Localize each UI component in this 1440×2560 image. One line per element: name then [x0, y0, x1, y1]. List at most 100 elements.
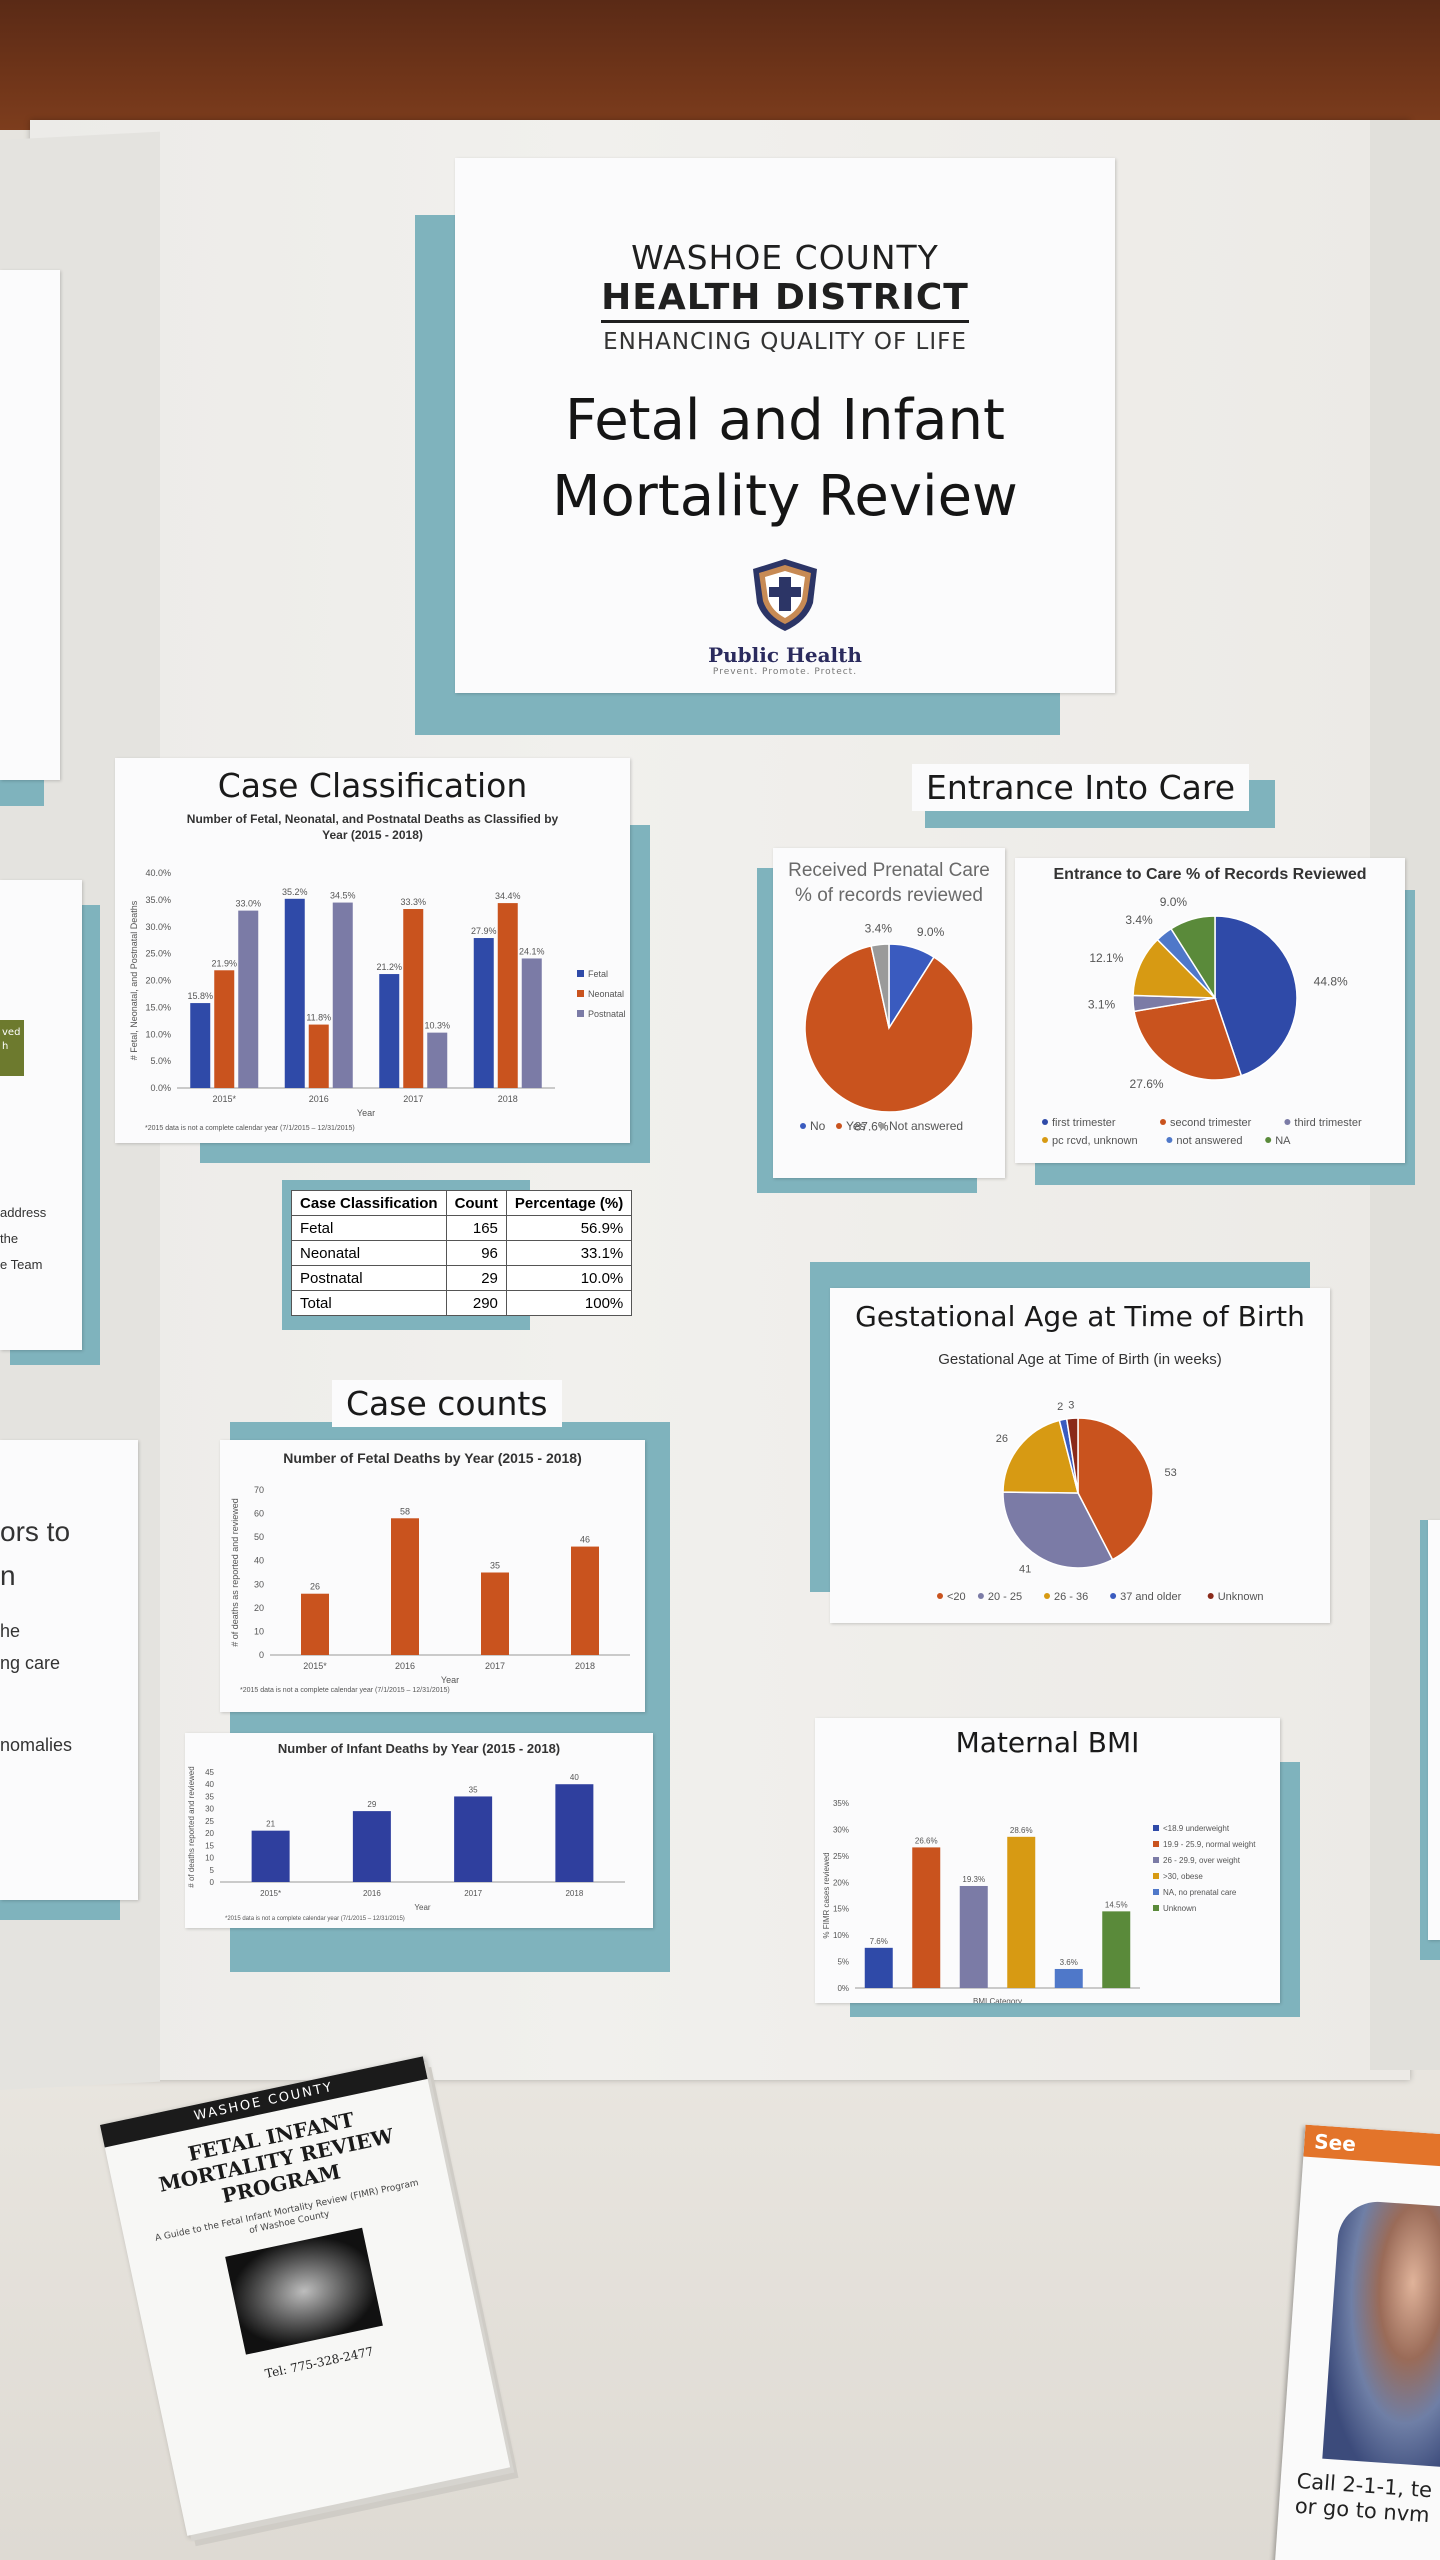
legend-label: not answered [1176, 1135, 1242, 1147]
table-cell: 290 [445, 1290, 507, 1316]
legend-swatch [977, 1593, 984, 1599]
data-label: 24.1% [519, 946, 545, 956]
y-tick-label: 5% [837, 1958, 849, 1967]
bar [238, 910, 259, 1088]
bar [427, 1032, 448, 1088]
table-row: Neonatal 96 33.1% [291, 1240, 633, 1266]
bar [301, 1593, 329, 1655]
y-tick-label: 25.0% [145, 949, 171, 959]
y-tick-label: 40.0% [145, 868, 171, 878]
pie-slice [1170, 915, 1216, 1001]
table-cell: 56.9% [505, 1215, 633, 1241]
table-header: Case Classification [291, 1190, 447, 1216]
legend-swatch [1044, 1593, 1050, 1599]
section-title-maternal-bmi: Maternal BMI [955, 1726, 1140, 1759]
legend-label: No [810, 1119, 826, 1133]
org-tagline: ENHANCING QUALITY OF LIFE [603, 329, 967, 355]
table-cell: 29 [445, 1265, 507, 1291]
y-tick-label: 0% [837, 1984, 849, 1993]
slice-label: 27.6% [1130, 1077, 1164, 1091]
section-title-case-counts: Case counts [332, 1380, 562, 1427]
x-axis-label: Year [357, 1108, 375, 1118]
classification-chart-card: Case Classification Number of Fetal, Neo… [115, 758, 630, 1143]
y-tick-label: 40 [254, 1556, 264, 1566]
data-label: 28.6% [1010, 1826, 1033, 1835]
bar [555, 1784, 594, 1882]
data-label: 29 [367, 1800, 376, 1809]
legend-label: 26 - 36 [1054, 1591, 1088, 1603]
data-label: 46 [580, 1535, 590, 1545]
pie-slice [1065, 1417, 1079, 1494]
slice-label: 2 [1057, 1401, 1063, 1413]
background-wall [0, 0, 1440, 130]
table-header: Percentage (%) [505, 1190, 633, 1216]
pie-slice [1077, 1417, 1154, 1561]
legend-label: <20 [947, 1591, 966, 1603]
data-label: 21 [266, 1820, 275, 1829]
pie-slice [804, 945, 974, 1113]
bar [1054, 1968, 1083, 1988]
legend-swatch [1153, 1841, 1159, 1847]
infant-deaths-bar-chart: 0 5 10 15 20 25 30 35 40 45 21 2015* 29 2016 35 2017 40 2… [187, 1766, 625, 1922]
pie-slice [1002, 1419, 1079, 1494]
data-label: 21.9% [211, 958, 237, 968]
table-cell: Total [291, 1290, 447, 1316]
data-label: 40 [570, 1773, 579, 1782]
bar [403, 909, 424, 1088]
legend-label: third trimester [1294, 1117, 1362, 1129]
y-tick-label: 20 [205, 1829, 214, 1838]
y-tick-label: 45 [205, 1768, 214, 1777]
legend-label: Neonatal [588, 989, 624, 999]
gestational-chart-title: Gestational Age at Time of Birth (in wee… [938, 1351, 1222, 1368]
slice-label: 26 [996, 1433, 1008, 1445]
bar [473, 938, 494, 1088]
data-label: 11.8% [306, 1013, 331, 1023]
left-card-text: address the e Team [0, 1205, 47, 1272]
y-tick-label: 20% [833, 1878, 849, 1887]
legend-swatch [1265, 1137, 1272, 1143]
data-label: 26.6% [915, 1836, 938, 1845]
y-axis-label: # of deaths as reported and reviewed [230, 1498, 240, 1647]
legend-swatch [1153, 1825, 1159, 1831]
x-tick-label: 2018 [575, 1661, 595, 1671]
bar [379, 974, 400, 1088]
prenatal-care-pie-chart: 9.0% 87.6% 3.4% No Yes Not answered [800, 922, 974, 1133]
data-label: 10.3% [424, 1021, 450, 1031]
data-label: 35 [490, 1561, 500, 1571]
bar [481, 1572, 509, 1655]
bar [190, 1003, 211, 1088]
legend-label: 20 - 25 [988, 1591, 1022, 1603]
entrance-to-care-pie-chart: 44.8% 27.6% 3.1% 12.1% 3.4% 9.0% first trimest… [1042, 895, 1362, 1147]
prenatal-care-card: Received Prenatal Care % of records revi… [773, 848, 1005, 1178]
y-axis-label: # Fetal, Neonatal, and Postnatal Deaths [129, 900, 139, 1060]
x-tick-label: 2017 [485, 1661, 505, 1671]
title-card: WASHOE COUNTY HEALTH DISTRICT ENHANCING … [455, 158, 1115, 693]
legend-label: pc rcvd, unknown [1052, 1135, 1138, 1147]
table-row: Postnatal 29 10.0% [291, 1265, 633, 1291]
table-cell: 33.1% [505, 1240, 633, 1266]
baby-feet-photo [225, 2227, 383, 2355]
legend-label: first trimester [1052, 1117, 1116, 1129]
public-health-tagline: Prevent. Promote. Protect. [712, 667, 858, 677]
slice-label: 3.1% [1088, 998, 1116, 1012]
x-tick-label: 2015* [212, 1094, 236, 1104]
org-name-line1: WASHOE COUNTY [631, 238, 939, 277]
y-tick-label: 30.0% [145, 922, 171, 932]
slice-label: 53 [1164, 1467, 1176, 1479]
x-tick-label: 2017 [403, 1094, 423, 1104]
x-tick-label: 2016 [309, 1094, 329, 1104]
left-card-2: ved h address the e Team [0, 880, 82, 1350]
y-tick-label: 35.0% [145, 895, 171, 905]
y-tick-label: 10 [205, 1854, 214, 1863]
bar [251, 1830, 290, 1882]
legend-swatch [577, 990, 584, 997]
infant-deaths-card: Number of Infant Deaths by Year (2015 - … [185, 1733, 653, 1928]
x-axis-label: Year [441, 1675, 459, 1685]
classification-chart-title: Number of Fetal, Neonatal, and Postnatal… [186, 812, 559, 842]
section-title-gestational-age: Gestational Age at Time of Birth [855, 1300, 1305, 1333]
legend-swatch [1153, 1889, 1159, 1895]
slice-label: 12.1% [1089, 951, 1123, 965]
data-label: 58 [400, 1506, 410, 1516]
legend-swatch [1042, 1137, 1048, 1143]
x-tick-label: 2018 [498, 1094, 518, 1104]
